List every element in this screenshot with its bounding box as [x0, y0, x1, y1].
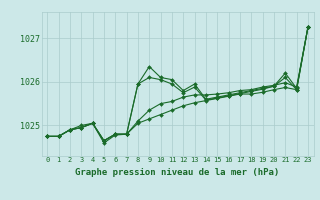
X-axis label: Graphe pression niveau de la mer (hPa): Graphe pression niveau de la mer (hPa) [76, 168, 280, 177]
